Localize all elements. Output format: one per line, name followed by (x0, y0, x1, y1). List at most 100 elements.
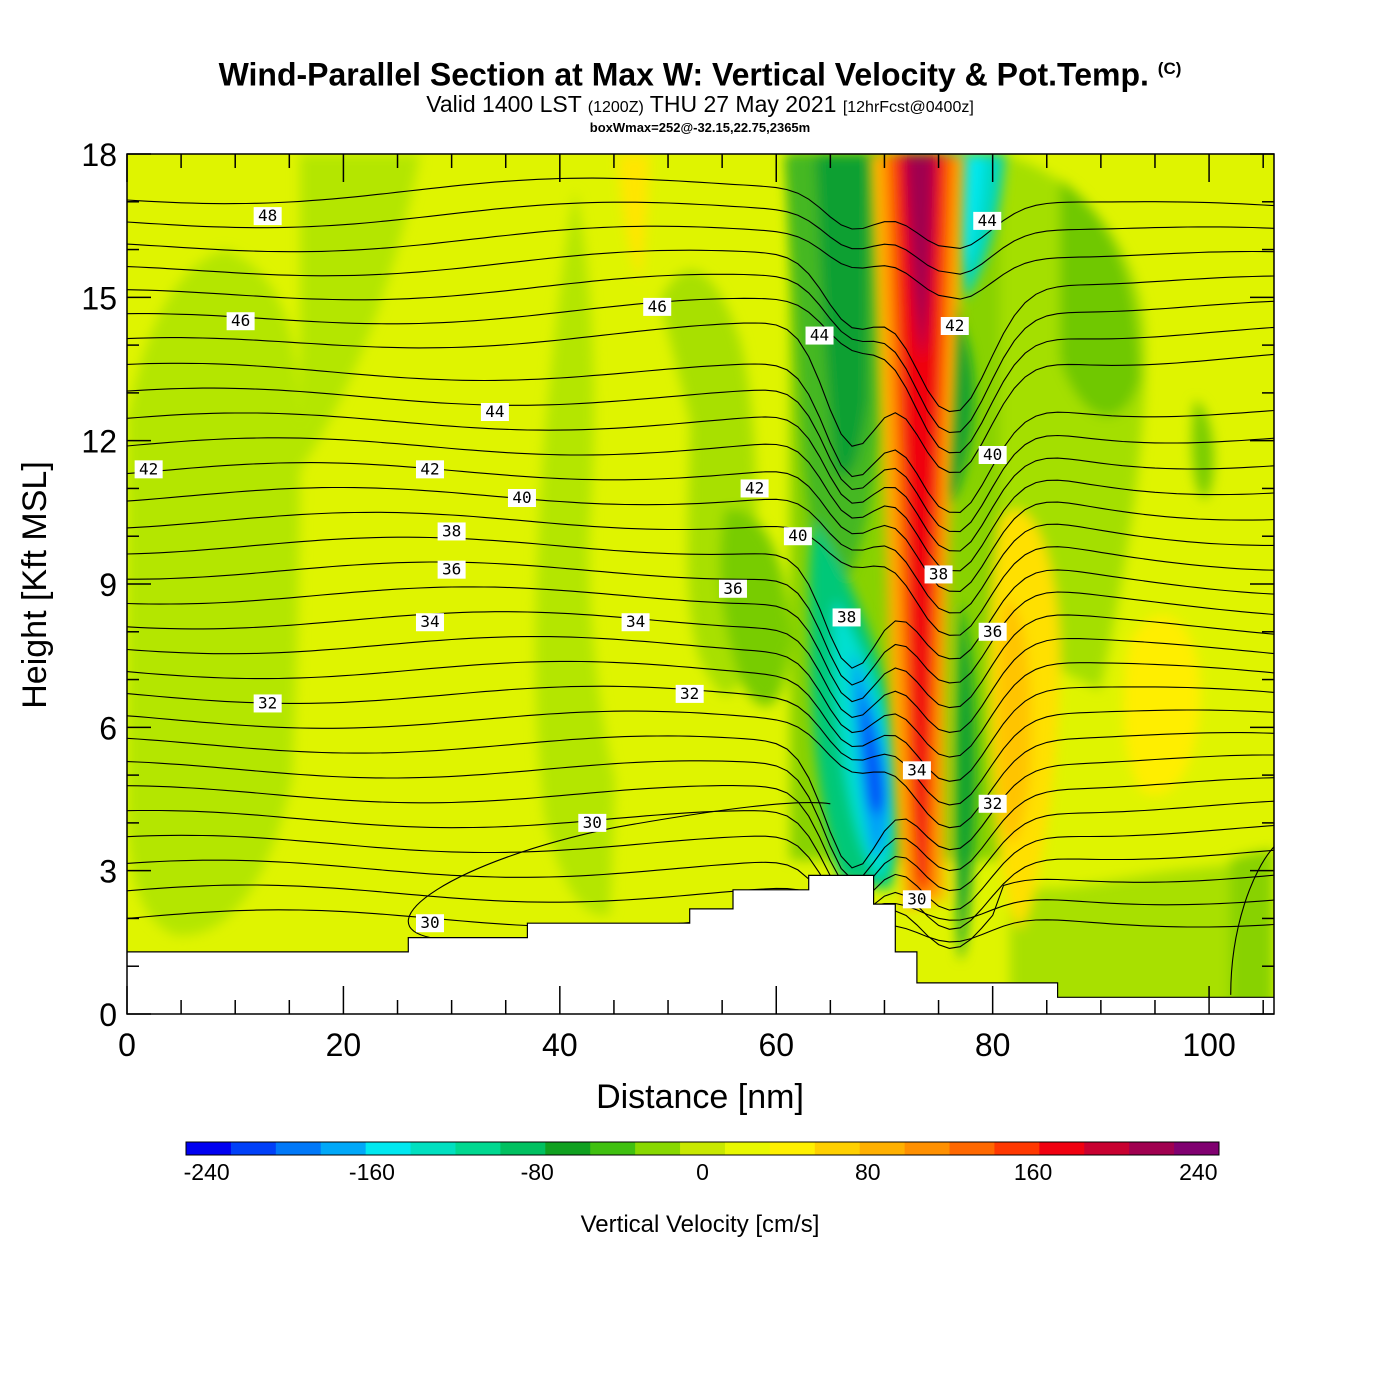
colorbar-swatch (1129, 1142, 1175, 1155)
contour-label-text: 44 (810, 326, 829, 345)
theta-contour-line (127, 586, 1274, 709)
contour-label-text: 42 (139, 459, 158, 478)
theta-contour-line (127, 760, 1274, 880)
theta-contour-line (127, 486, 1274, 614)
contour-label-text: 48 (258, 206, 277, 225)
contour-label-text: 44 (485, 402, 504, 421)
contour-label: 44 (805, 326, 834, 345)
contour-label-text: 44 (978, 211, 997, 230)
colorbar-swatch (320, 1142, 367, 1155)
x-tick-label: 80 (975, 1027, 1011, 1063)
terrain-mask (127, 875, 1274, 1014)
theta-contour-line (127, 636, 1274, 758)
contour-label-bg (253, 207, 282, 226)
contour-label-bg (415, 460, 444, 479)
contour-label-bg (507, 489, 536, 507)
contour-label-text: 42 (945, 316, 964, 335)
contour-label-bg (902, 761, 931, 780)
forecast-info: [12hrFcst@0400z] (842, 98, 974, 116)
contour-label-text: 30 (907, 889, 926, 908)
colorbar-tick-label: -80 (521, 1159, 554, 1185)
contour-label-bg (978, 622, 1007, 641)
y-tick-label: 12 (81, 424, 117, 460)
contour-label: 46 (226, 311, 255, 331)
y-tick-label: 3 (99, 854, 117, 890)
boxwmax-label: boxWmax=252@-32.15,22.75,2365m (589, 119, 811, 135)
theta-contour-line (127, 859, 1274, 949)
contour-label-text: 32 (680, 684, 699, 703)
theta-contour-line (127, 462, 1274, 592)
contour-label-bg (437, 522, 466, 541)
contour-label-bg (415, 613, 444, 632)
contour-label: 32 (978, 794, 1007, 813)
contour-label-text: 40 (512, 488, 531, 507)
contour-label-text: 42 (420, 459, 439, 478)
contour-label-bg (621, 613, 650, 632)
colorbar-swatch (1039, 1142, 1085, 1155)
theta-contour-line (127, 809, 1274, 911)
contour-label-text: 36 (723, 579, 742, 598)
colorbar-title: Vertical Velocity [cm/s] (581, 1211, 820, 1238)
title-main: Wind-Parallel Section at Max W: Vertical… (218, 56, 1149, 93)
y-tick-label: 18 (81, 137, 117, 173)
theta-contour-line (127, 611, 1274, 733)
colorbar-swatch (186, 1142, 232, 1155)
contour-label-text: 34 (420, 612, 439, 631)
theta-contour-line (127, 387, 1274, 533)
contour-label-bg (643, 297, 672, 316)
theta-contour-line (127, 249, 1274, 413)
terrain-outline (127, 874, 1274, 998)
contour-label-text: 40 (983, 445, 1002, 464)
contour-labels: 48 46 46 44 44 44 42 42 42 42 40 40 40 38 38 38 36 36 36 34… (134, 206, 1007, 933)
colorbar-swatch (590, 1142, 636, 1155)
contour-label-text: 40 (788, 526, 807, 545)
contour-label: 32 (675, 684, 704, 703)
colorbar-swatch (724, 1142, 771, 1155)
contour-label-bg (437, 560, 466, 579)
contour-label-text: 36 (442, 560, 461, 579)
contour-label-text: 46 (231, 311, 250, 330)
colorbar-swatch (455, 1142, 501, 1155)
theta-contour-line (407, 802, 831, 939)
contour-label: 36 (978, 622, 1007, 641)
contour-label: 36 (718, 579, 747, 598)
theta-contour-line (127, 225, 1274, 300)
y-tick-label: 0 (99, 997, 117, 1033)
contour-label-bg (675, 684, 704, 703)
contour-label-bg (940, 317, 969, 335)
y-tick-label: 15 (81, 280, 117, 316)
contour-label-text: 42 (745, 478, 764, 497)
contour-label-bg (578, 813, 607, 832)
contour-label: 32 (253, 693, 282, 713)
x-axis-title: Distance [nm] (596, 1078, 804, 1116)
contour-label-text: 30 (583, 813, 602, 832)
contour-label-text: 32 (258, 693, 277, 712)
theta-contour-line (127, 710, 1274, 829)
theta-contour-line (1230, 846, 1274, 995)
contour-label: 30 (578, 813, 607, 832)
colorbar-swatch (904, 1142, 951, 1155)
theta-contour-line (127, 322, 1274, 473)
x-tick-label: 0 (118, 1027, 136, 1063)
colorbar-swatch (230, 1142, 277, 1155)
x-tick-label: 20 (326, 1027, 362, 1063)
contour-label: 34 (621, 612, 650, 632)
contour-label-bg (783, 527, 812, 546)
colorbar-tick-label: -240 (184, 1159, 230, 1185)
theta-contour-line (127, 660, 1274, 782)
velocity-field (127, 154, 1274, 1014)
copyright-mark: (C) (1157, 59, 1182, 78)
theta-contour-line (127, 412, 1274, 552)
colorbar-swatch (545, 1142, 591, 1155)
contour-label: 42 (415, 459, 444, 479)
colorbar-swatch (994, 1142, 1040, 1155)
contour-label: 34 (415, 612, 444, 632)
theta-contour-line (127, 177, 1274, 249)
theta-contour-line (127, 884, 1274, 921)
valid-time: Valid 1400 LST (426, 90, 582, 117)
contour-label-text: 46 (648, 297, 667, 316)
contour-label-text: 32 (983, 794, 1002, 813)
contour-label-bg (134, 460, 163, 479)
contour-label: 46 (643, 297, 672, 316)
